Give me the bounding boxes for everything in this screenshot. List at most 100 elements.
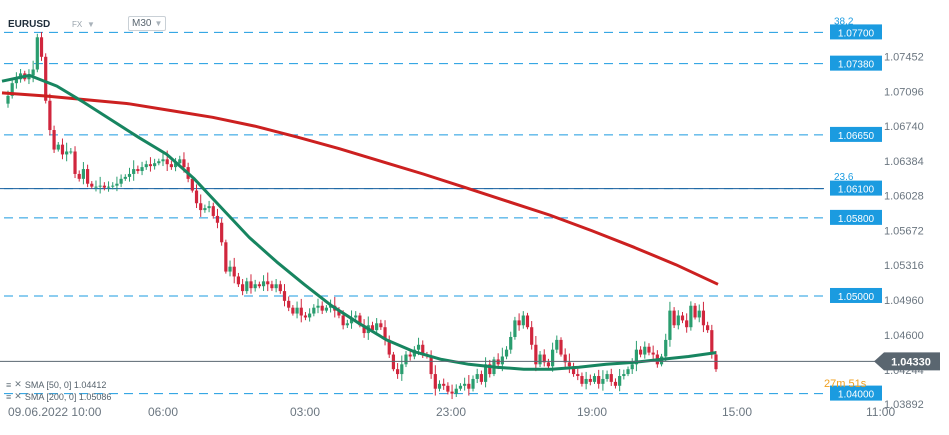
- candle-body: [433, 374, 437, 389]
- candle-body: [542, 354, 546, 363]
- candle-body: [408, 354, 412, 357]
- candle-body: [253, 284, 257, 289]
- fib-label: 23.6: [834, 172, 854, 183]
- candle-body: [609, 374, 613, 382]
- candle-body: [710, 330, 714, 355]
- candle-body: [169, 164, 173, 168]
- candle-body: [689, 305, 693, 328]
- candle-body: [249, 281, 253, 289]
- candle-body: [563, 354, 567, 363]
- candle-body: [668, 310, 672, 340]
- price-level-label: 1.05000: [838, 292, 875, 303]
- candle-body: [400, 364, 404, 375]
- x-tick-label: 23:00: [436, 405, 466, 419]
- candle-body: [685, 320, 689, 328]
- candle-body: [303, 315, 308, 318]
- price-level-label: 1.04000: [838, 390, 875, 401]
- candle-body: [651, 352, 655, 355]
- candle-body: [638, 349, 643, 355]
- candle-body: [559, 339, 563, 355]
- candle-body: [672, 310, 676, 326]
- candle-body: [421, 344, 425, 355]
- price-level-label: 1.07380: [838, 60, 875, 71]
- candle-body: [48, 100, 52, 131]
- price-level-label: 1.06100: [838, 185, 875, 196]
- candle-body: [173, 163, 178, 168]
- candle-body: [592, 376, 597, 382]
- candle-body: [295, 307, 299, 314]
- candle-body: [190, 178, 194, 191]
- candle-body: [257, 284, 261, 287]
- candle-body: [73, 151, 77, 174]
- candle-body: [471, 378, 475, 389]
- candle-body: [228, 266, 232, 272]
- candle-body: [207, 206, 211, 209]
- candle-body: [241, 284, 245, 292]
- drag-handle-icon[interactable]: ≡: [6, 391, 12, 402]
- candle-body: [416, 344, 421, 350]
- candle-body: [287, 300, 291, 308]
- symbol-label[interactable]: EURUSD: [8, 18, 51, 30]
- price-level-badge: [830, 287, 882, 303]
- close-icon[interactable]: ✕: [14, 379, 22, 389]
- candle-body: [153, 163, 157, 167]
- candle-body: [601, 378, 605, 384]
- candle-body: [312, 307, 316, 314]
- candle-body: [588, 378, 592, 382]
- candle-body: [90, 183, 94, 187]
- candle-body: [521, 315, 525, 326]
- price-level-badge: [830, 126, 882, 142]
- candle-body: [571, 366, 576, 375]
- price-level-badge: [830, 55, 882, 71]
- candle-body: [157, 161, 161, 164]
- candle-body: [538, 354, 542, 365]
- candle-body: [77, 173, 81, 179]
- price-level-badge: [830, 180, 882, 196]
- y-tick-label: 1.05316: [884, 260, 924, 272]
- x-tick-label: 15:00: [722, 405, 752, 419]
- y-tick-label: 1.06028: [884, 191, 924, 203]
- market-label: FX: [72, 19, 83, 29]
- candle-body: [69, 151, 73, 153]
- timeframe-select[interactable]: M30 ▼: [128, 16, 167, 31]
- drag-handle-icon[interactable]: ≡: [6, 379, 12, 390]
- candle-body: [387, 339, 391, 355]
- candle-body: [613, 381, 618, 386]
- candle-body: [442, 383, 446, 386]
- candle-body: [370, 325, 375, 331]
- candle-body: [274, 284, 278, 289]
- fib-label: 38.2: [834, 17, 854, 28]
- symbol-dropdown-icon[interactable]: ▼: [87, 19, 95, 29]
- y-tick-label: 1.05672: [884, 225, 924, 237]
- close-icon[interactable]: ✕: [14, 391, 22, 401]
- candle-countdown: 27m 51s: [824, 378, 867, 390]
- candle-body: [358, 315, 362, 326]
- candle-body: [488, 364, 492, 375]
- indicator-sma50[interactable]: ≡ ✕ SMA [50, 0] 1.04412: [6, 379, 106, 390]
- price-level-label: 1.06650: [838, 131, 875, 142]
- candle-body: [693, 305, 697, 318]
- candle-body: [509, 336, 513, 350]
- candle-body: [81, 169, 86, 179]
- candle-body: [10, 83, 14, 96]
- price-level-label: 1.05800: [838, 214, 875, 225]
- candle-body: [56, 144, 60, 150]
- y-tick-label: 1.04960: [884, 295, 924, 307]
- y-tick-label: 1.07452: [884, 52, 924, 64]
- x-tick-label: 03:00: [290, 405, 320, 419]
- candle-body: [266, 281, 270, 285]
- candle-body: [345, 323, 349, 326]
- candle-body: [316, 305, 320, 308]
- candle-body: [597, 376, 601, 384]
- candle-body: [98, 185, 102, 187]
- candle-body: [65, 151, 69, 155]
- candle-body: [404, 354, 408, 365]
- candle-body: [6, 95, 10, 104]
- candle-body: [567, 362, 571, 367]
- indicator-sma200[interactable]: ≡ ✕ SMA [200, 0] 1.05086: [6, 391, 111, 402]
- y-tick-label: 1.04600: [884, 330, 924, 342]
- candle-body: [504, 349, 509, 357]
- candle-body: [224, 242, 228, 272]
